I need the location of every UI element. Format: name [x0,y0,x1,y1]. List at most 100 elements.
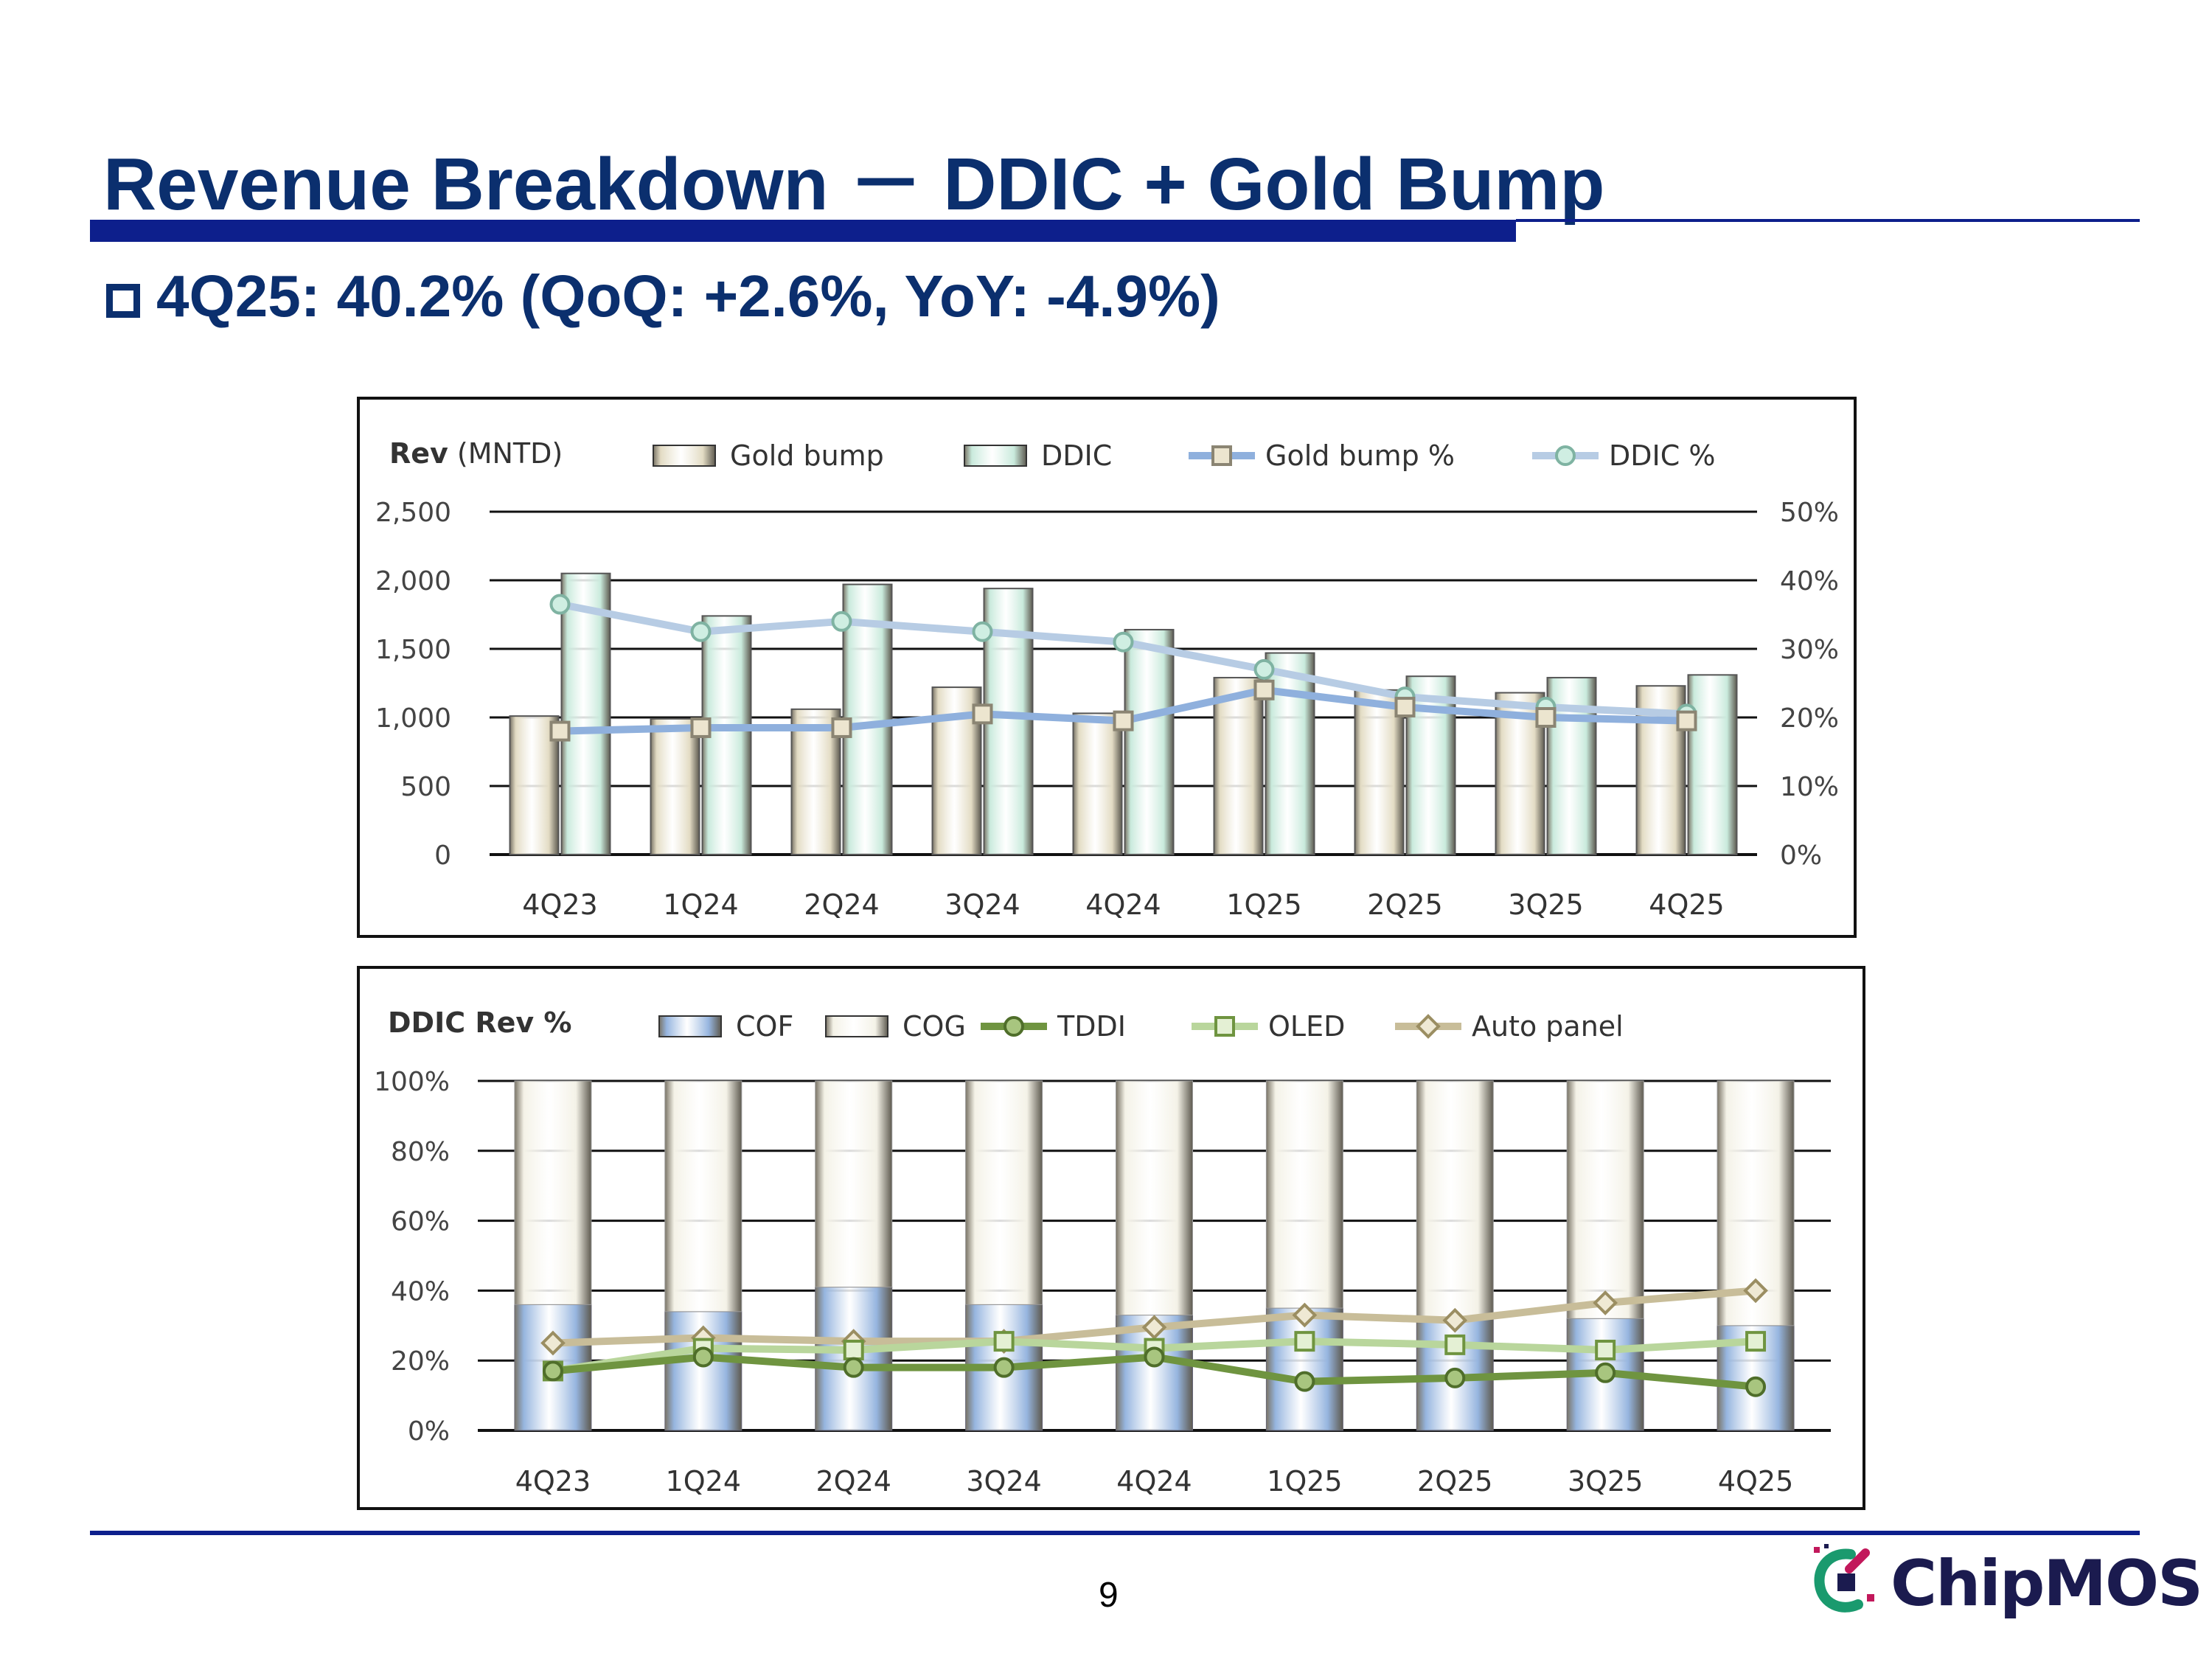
lines [549,594,1697,742]
y-right-tick-label: 10% [1780,772,1839,802]
point-gold-bump [549,720,571,742]
legend-swatch-ddic [964,445,1027,467]
y-axis-title-unit: (MNTD) [448,437,563,470]
legend-label-ddic: DDIC [1041,439,1112,472]
legend-label-oled: OLED [1268,1010,1345,1043]
point-auto-panel [1743,1278,1768,1304]
y-tick-label: 40% [391,1276,450,1307]
y-left-tick-label: 2,500 [375,498,451,528]
y-left-tick-label: 1,500 [375,635,451,665]
bar-cog [965,1080,1043,1305]
y-tick-label: 100% [374,1067,450,1097]
x-tick-label: 4Q23 [515,1465,591,1498]
point-oled [1745,1331,1767,1352]
x-tick-label: 4Q25 [1718,1465,1793,1498]
y-right-tick-label: 50% [1780,498,1839,528]
chipmos-logo-icon [1814,1544,1874,1613]
point-gold-bump [972,703,993,725]
y-right-tick-label: 40% [1780,566,1839,597]
point-tddi [1444,1367,1466,1388]
bar-cof [1265,1307,1343,1431]
bar-cog [514,1080,592,1305]
legend-swatch-cog [825,1015,888,1037]
bar-cog [1265,1080,1343,1309]
point-oled [843,1339,864,1360]
legend-marker-ddic [1555,445,1576,466]
x-tick-label: 3Q24 [966,1465,1041,1498]
point-tddi [542,1360,563,1382]
bar-gold-bump [650,717,700,855]
bar-cog [1116,1080,1193,1316]
point-auto-panel [1442,1307,1468,1333]
point-gold-bump [1676,710,1697,731]
y-tick-label: 0% [408,1416,450,1447]
y-tick-label: 60% [391,1207,450,1237]
y-axis-title-bold: Rev [389,437,448,470]
legend-label-cof: COF [736,1010,793,1043]
bar-cog [815,1080,893,1288]
bar-cog [1566,1080,1644,1319]
point-tddi [843,1357,864,1378]
y-left-tick-label: 0 [434,841,451,871]
legend-label-auto-panel: Auto panel [1472,1010,1624,1043]
y-axis-title: Rev (MNTD) [389,437,563,470]
x-tick-label: 2Q25 [1367,888,1442,921]
x-tick-label: 1Q25 [1226,888,1301,921]
chipmos-logo-text: ChipMOS [1891,1547,2203,1621]
bar-ddic [560,572,611,855]
y-tick-label: 20% [391,1346,450,1377]
bar-ddic [1124,628,1175,855]
footer-rule [90,1531,2140,1535]
x-tick-label: 3Q25 [1508,888,1583,921]
chipmos-logo: ChipMOS [1804,1541,2203,1622]
point-auto-panel [1292,1302,1318,1328]
bar-cog [664,1080,742,1312]
legend-label-tddi: TDDI [1057,1010,1126,1043]
point-gold-bump [1394,697,1416,718]
x-tick-label: 1Q25 [1267,1465,1342,1498]
point-oled [1294,1331,1315,1352]
stacked-bars [514,1080,1795,1431]
point-oled [1595,1339,1616,1360]
legend-label-cog: COG [902,1010,966,1043]
chart-title: DDIC Rev % [388,1006,571,1039]
chart-legend: DDIC Rev % COF COG TDDI OLED Auto panel [388,1006,1624,1043]
point-auto-panel [1141,1315,1167,1340]
point-auto-panel [1593,1290,1618,1315]
revenue-chart: Rev (MNTD) Gold bump DDIC Gold bump % DDIC %… [375,437,1839,921]
point-gold-bump [1253,679,1275,700]
x-tick-label: 4Q24 [1116,1465,1192,1498]
title-underline-thin [1516,219,2140,222]
legend-label-gold-bump: Gold bump [730,439,884,472]
point-ddic [690,621,712,642]
lines [540,1278,1768,1397]
bar-gold-bump [1213,677,1264,855]
x-tick-label: 2Q25 [1417,1465,1492,1498]
x-tick-label: 2Q24 [804,888,879,921]
square-bullet-icon [106,284,140,318]
y-right-tick-label: 30% [1780,635,1839,665]
legend-swatch-gold-bump [653,445,716,467]
point-ddic [549,594,571,615]
point-gold-bump [831,717,852,738]
x-tick-label: 3Q25 [1568,1465,1643,1498]
y-left-tick-label: 1,000 [375,703,451,734]
point-auto-panel [540,1330,566,1356]
legend-marker-gold-bump [1211,445,1232,466]
legend-marker-oled [1214,1016,1235,1037]
headline-stat: 4Q25: 40.2% (QoQ: +2.6%, YoY: -4.9%) [106,262,1220,330]
bar-gold-bump [1072,712,1123,856]
point-oled [1444,1334,1466,1355]
point-tddi [1294,1371,1315,1392]
point-tddi [1745,1376,1767,1397]
title-underline [90,220,1516,242]
ddic-mix-chart: DDIC Rev % COF COG TDDI OLED Auto panel 0% 20% 4… [374,1006,1831,1498]
point-tddi [692,1346,714,1368]
headline-stat-text: 4Q25: 40.2% (QoQ: +2.6%, YoY: -4.9%) [156,263,1220,329]
x-tick-label: 1Q24 [663,888,738,921]
x-tick-label: 4Q24 [1085,888,1161,921]
axes: 0 500 1,000 1,500 2,000 2,500 0% 10% 20% 30% 40% 50… [375,498,1839,921]
page-title: Revenue Breakdown － DDIC + Gold Bump [103,143,1605,226]
x-tick-label: 1Q24 [666,1465,741,1498]
point-tddi [993,1357,1015,1378]
